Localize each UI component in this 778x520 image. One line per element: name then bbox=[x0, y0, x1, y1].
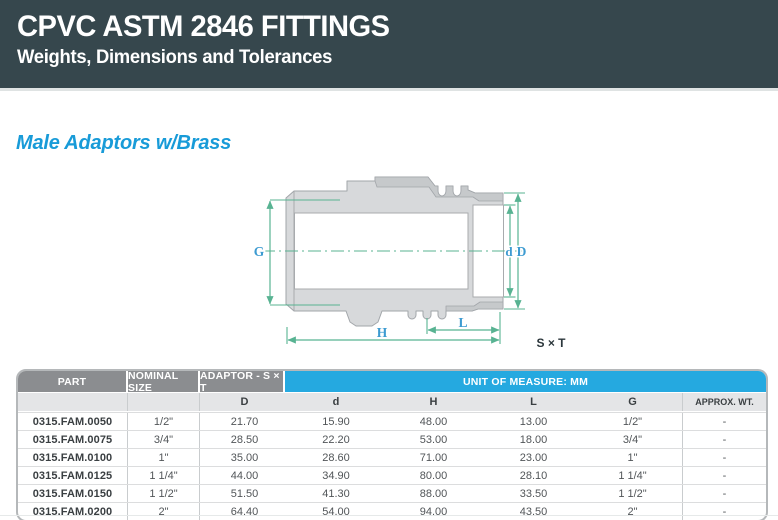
cell-nominal: 1/2" bbox=[128, 413, 200, 430]
dim-label-H: H bbox=[377, 325, 388, 340]
cell-part: 0315.FAM.0125 bbox=[18, 467, 128, 484]
cell-d: 15.90 bbox=[322, 415, 350, 428]
cell-D: 44.00 bbox=[230, 469, 259, 482]
dim-label-L: L bbox=[458, 315, 467, 330]
cell-wt: - bbox=[722, 505, 727, 518]
header-nominal-size: NOMINAL SIZE bbox=[128, 371, 200, 394]
cell-H: 80.00 bbox=[419, 469, 448, 482]
cell-part: 0315.FAM.0200 bbox=[18, 503, 128, 520]
table-header-row: PART NOMINAL SIZE ADAPTOR - S × T UNIT O… bbox=[18, 371, 766, 394]
cell-d: 22.20 bbox=[322, 433, 350, 446]
cell-H: 94.00 bbox=[419, 505, 448, 518]
dim-label-D: D bbox=[517, 244, 527, 259]
subheader-d: d bbox=[332, 396, 340, 408]
subheader-approx-wt: APPROX. WT. bbox=[695, 397, 754, 407]
cell-part: 0315.FAM.0050 bbox=[18, 413, 128, 430]
cell-D: 51.50 bbox=[230, 487, 259, 500]
header-adaptor: ADAPTOR - S × T bbox=[200, 371, 285, 394]
cell-nominal: 3/4" bbox=[128, 431, 200, 448]
table-row: 0315.FAM.0150 1 1/2" 51.50 41.30 88.00 3… bbox=[18, 484, 766, 502]
dim-label-d: d bbox=[505, 244, 513, 259]
cell-nominal: 1 1/2" bbox=[128, 485, 200, 502]
cell-d: 34.90 bbox=[322, 469, 350, 482]
page-title: CPVC ASTM 2846 FITTINGS bbox=[17, 10, 390, 43]
fitting-overmold-bottom bbox=[445, 301, 504, 312]
cell-H: 53.00 bbox=[419, 433, 448, 446]
banner-divider bbox=[0, 88, 778, 91]
page-subtitle: Weights, Dimensions and Tolerances bbox=[17, 47, 333, 68]
cell-D: 28.50 bbox=[230, 433, 259, 446]
cell-part: 0315.FAM.0075 bbox=[18, 431, 128, 448]
cell-L: 13.00 bbox=[519, 415, 548, 428]
cell-G: 2" bbox=[583, 503, 683, 520]
cell-D: 21.70 bbox=[230, 415, 259, 428]
cell-wt: - bbox=[722, 433, 727, 446]
cell-part: 0315.FAM.0100 bbox=[18, 449, 128, 466]
cell-nominal: 1" bbox=[128, 449, 200, 466]
subheader-L: L bbox=[530, 396, 537, 408]
dimensions-table: PART NOMINAL SIZE ADAPTOR - S × T UNIT O… bbox=[16, 369, 768, 520]
cell-wt: - bbox=[722, 469, 727, 482]
cell-H: 88.00 bbox=[419, 487, 448, 500]
table-row: 0315.FAM.0200 2" 64.40 54.00 94.00 43.50… bbox=[18, 502, 766, 520]
cell-L: 43.50 bbox=[519, 505, 548, 518]
cell-L: 33.50 bbox=[519, 487, 548, 500]
cell-D: 64.40 bbox=[230, 505, 259, 518]
connection-type-caption: S × T bbox=[536, 336, 566, 350]
table-row: 0315.FAM.0050 1/2" 21.70 15.90 48.00 13.… bbox=[18, 412, 766, 430]
cell-d: 54.00 bbox=[322, 505, 350, 518]
subheader-part bbox=[18, 393, 128, 411]
subheader-D: D bbox=[240, 396, 249, 408]
section-title: Male Adaptors w/Brass bbox=[16, 132, 232, 154]
cell-wt: - bbox=[722, 451, 727, 464]
table-row: 0315.FAM.0125 1 1/4" 44.00 34.90 80.00 2… bbox=[18, 466, 766, 484]
cell-G: 1/2" bbox=[583, 413, 683, 430]
subheader-H: H bbox=[429, 396, 438, 408]
table-subheader-row: D d H L G APPROX. WT. bbox=[18, 393, 766, 411]
header-unit-of-measure: UNIT OF MEASURE: MM bbox=[285, 371, 766, 392]
cell-wt: - bbox=[722, 487, 727, 500]
page-banner: CPVC ASTM 2846 FITTINGS Weights, Dimensi… bbox=[0, 0, 778, 88]
cell-G: 1 1/4" bbox=[583, 467, 683, 484]
cell-D: 35.00 bbox=[230, 451, 259, 464]
cell-G: 1 1/2" bbox=[583, 485, 683, 502]
subheader-nominal bbox=[128, 393, 200, 411]
cell-wt: - bbox=[722, 415, 727, 428]
header-part: PART bbox=[18, 371, 128, 392]
table-row: 0315.FAM.0100 1" 35.00 28.60 71.00 23.00… bbox=[18, 448, 766, 466]
cell-L: 23.00 bbox=[519, 451, 548, 464]
table-row: 0315.FAM.0075 3/4" 28.50 22.20 53.00 18.… bbox=[18, 430, 766, 448]
page-bottom-rule bbox=[0, 515, 778, 516]
cell-H: 48.00 bbox=[419, 415, 448, 428]
cell-G: 1" bbox=[583, 449, 683, 466]
cell-nominal: 2" bbox=[128, 503, 200, 520]
fitting-diagram-svg: G d D H L S × T bbox=[252, 176, 566, 350]
fitting-overmold-top bbox=[374, 176, 504, 202]
cell-d: 41.30 bbox=[322, 487, 350, 500]
fitting-technical-drawing: G d D H L S × T bbox=[230, 160, 570, 360]
cell-nominal: 1 1/4" bbox=[128, 467, 200, 484]
cell-part: 0315.FAM.0150 bbox=[18, 485, 128, 502]
subheader-G: G bbox=[583, 393, 683, 411]
dim-label-G: G bbox=[254, 244, 265, 259]
cell-L: 18.00 bbox=[519, 433, 548, 446]
cell-d: 28.60 bbox=[322, 451, 350, 464]
cell-L: 28.10 bbox=[519, 469, 548, 482]
cell-G: 3/4" bbox=[583, 431, 683, 448]
cell-H: 71.00 bbox=[419, 451, 448, 464]
